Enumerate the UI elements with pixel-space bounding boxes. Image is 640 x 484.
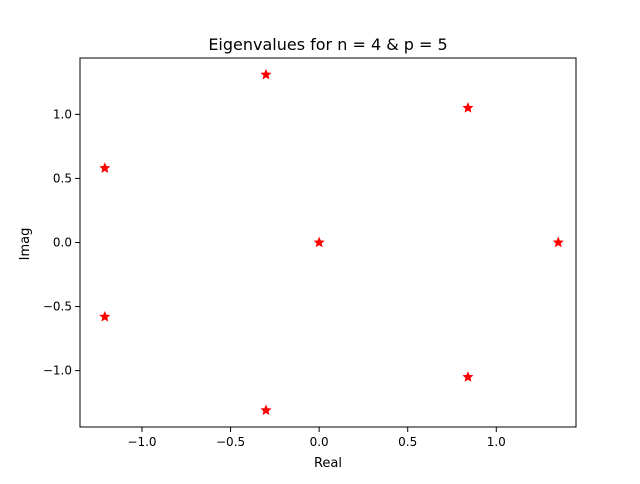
x-tick-label: −1.0 [127, 435, 156, 449]
y-tick-label: −1.0 [43, 364, 72, 378]
x-axis-label: Real [314, 456, 342, 471]
y-axis: −1.0 −0.5 0.0 0.5 1.0 [43, 107, 80, 378]
eigenvalue-point [313, 236, 325, 248]
eigenvalue-point [99, 162, 111, 173]
eigenvalue-point [260, 404, 272, 416]
x-tick-label: 0.5 [398, 435, 417, 449]
plot-points [99, 68, 564, 416]
plot-area-border [79, 57, 577, 428]
eigenvalue-point [99, 310, 111, 322]
eigenvalue-point [552, 236, 564, 248]
eigenvalue-point [462, 102, 474, 113]
y-tick-label: 1.0 [53, 107, 72, 121]
x-tick-label: −0.5 [216, 435, 245, 449]
x-tick-label: 1.0 [487, 435, 506, 449]
eigenvalue-point [260, 68, 272, 80]
y-tick-label: −0.5 [43, 300, 72, 314]
y-tick-label: 0.5 [53, 171, 72, 185]
eigenvalue-point [462, 371, 474, 382]
x-tick-label: 0.0 [310, 435, 329, 449]
y-axis-label: Imag [18, 228, 33, 261]
x-axis: −1.0 −0.5 0.0 0.5 1.0 [127, 427, 506, 449]
chart-title: Eigenvalues for n = 4 & p = 5 [208, 35, 447, 54]
y-tick-label: 0.0 [53, 236, 72, 250]
axes-frame [79, 57, 577, 428]
